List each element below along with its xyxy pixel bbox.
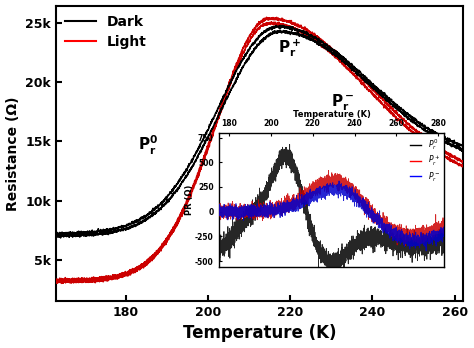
Text: $\mathbf{P_r^0}$: $\mathbf{P_r^0}$ <box>138 134 158 157</box>
X-axis label: Temperature (K): Temperature (K) <box>182 324 336 342</box>
Text: $\mathbf{P_r^+}$: $\mathbf{P_r^+}$ <box>278 38 301 59</box>
Legend: Dark, Light: Dark, Light <box>60 10 153 54</box>
Y-axis label: Resistance (Ω): Resistance (Ω) <box>6 96 19 211</box>
Text: $\mathbf{P_r^-}$: $\mathbf{P_r^-}$ <box>331 92 355 112</box>
